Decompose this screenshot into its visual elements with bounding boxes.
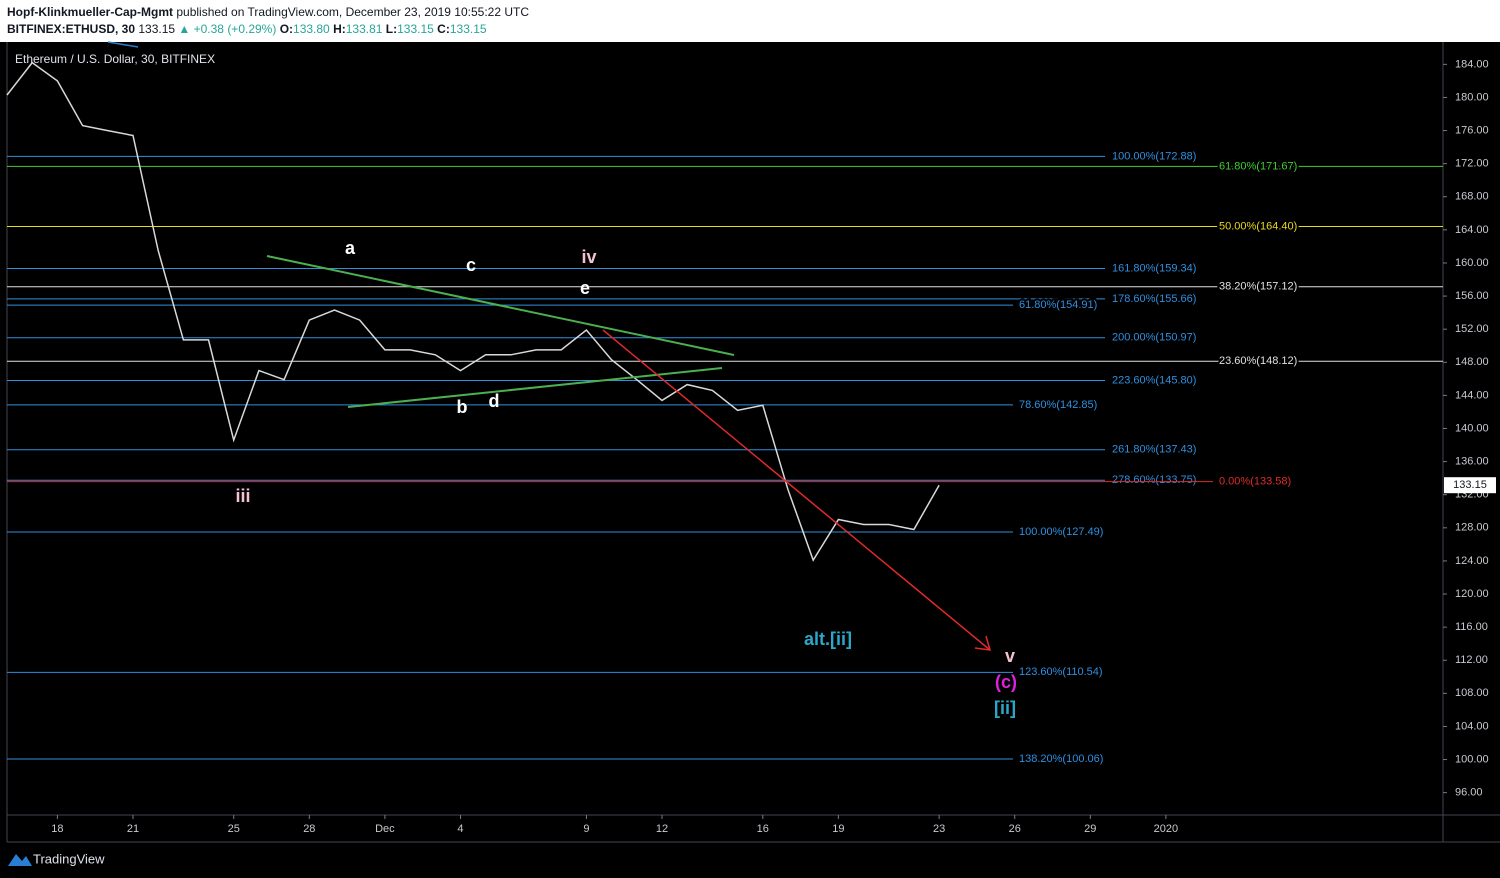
logo xyxy=(8,854,32,866)
x-tick-label: 12 xyxy=(656,823,668,835)
x-tick-label: 18 xyxy=(51,823,63,835)
close: 133.15 xyxy=(450,22,487,36)
fib-label: 223.60%(145.80) xyxy=(1112,374,1196,386)
fib-label: 38.20%(157.12) xyxy=(1219,281,1297,293)
fib-label: 178.60%(155.66) xyxy=(1112,293,1196,305)
fib-label: 78.60%(142.85) xyxy=(1019,399,1097,411)
wave-label: a xyxy=(345,238,356,258)
x-tick-label: 25 xyxy=(228,823,240,835)
x-tick-label: Dec xyxy=(375,823,395,835)
x-tick-label: 19 xyxy=(832,823,844,835)
price: 133.15 xyxy=(138,22,175,36)
wave-label: b xyxy=(457,397,468,417)
wave-label: v xyxy=(1005,646,1015,666)
y-tick-label: 116.00 xyxy=(1455,621,1488,633)
wave-label: iv xyxy=(581,247,596,267)
y-tick-label: 168.00 xyxy=(1455,191,1489,203)
x-tick-label: 2020 xyxy=(1154,823,1178,835)
fib-label: 138.20%(100.06) xyxy=(1019,753,1103,765)
y-tick-label: 184.00 xyxy=(1455,58,1489,70)
fib-label: 200.00%(150.97) xyxy=(1112,332,1196,344)
last-price-box xyxy=(1444,477,1496,494)
x-tick-label: 16 xyxy=(757,823,769,835)
trend-line-upper xyxy=(266,255,735,356)
fib-label: 0.00%(133.58) xyxy=(1219,476,1291,488)
footer-brand: TradingView xyxy=(33,851,105,866)
quote-line: BITFINEX:ETHUSD, 30 133.15 ▲ +0.38 (+0.2… xyxy=(7,22,487,36)
high-label: H: xyxy=(333,22,346,36)
y-tick-label: 156.00 xyxy=(1455,290,1489,302)
projection-arrow xyxy=(602,329,991,651)
fib-label: 100.00%(127.49) xyxy=(1019,526,1103,538)
fib-label: 61.80%(171.67) xyxy=(1219,160,1297,172)
wave-label: d xyxy=(489,391,500,411)
footer: TradingView xyxy=(8,851,105,866)
fib-label: 278.60%(133.75) xyxy=(1112,474,1196,486)
fib-label: 100.00%(172.88) xyxy=(1112,150,1196,162)
y-tick-label: 100.00 xyxy=(1455,753,1489,765)
x-tick-label: 9 xyxy=(583,823,589,835)
y-tick-label: 108.00 xyxy=(1455,687,1489,699)
wave-label: iii xyxy=(235,486,250,506)
wave-label: c xyxy=(466,255,476,275)
high: 133.81 xyxy=(346,22,383,36)
published-note: published on TradingView.com, December 2… xyxy=(176,5,529,19)
y-tick-label: 176.00 xyxy=(1455,124,1489,136)
wave-label: e xyxy=(580,278,590,298)
symbol: BITFINEX:ETHUSD, 30 xyxy=(7,22,135,36)
legend: Ethereum / U.S. Dollar, 30, BITFINEX xyxy=(15,52,215,66)
y-tick-label: 152.00 xyxy=(1455,323,1489,335)
fib-label: 123.60%(110.54) xyxy=(1019,666,1103,678)
y-tick-label: 112.00 xyxy=(1455,654,1488,666)
low: 133.15 xyxy=(397,22,434,36)
y-tick-label: 148.00 xyxy=(1455,356,1489,368)
open-label: O: xyxy=(280,22,293,36)
fib-label: 261.80%(137.43) xyxy=(1112,444,1196,456)
fib-label: 23.60%(148.12) xyxy=(1219,355,1297,367)
arrow-head xyxy=(974,635,992,651)
x-tick-label: 23 xyxy=(933,823,945,835)
y-tick-label: 180.00 xyxy=(1455,91,1489,103)
low-label: L: xyxy=(386,22,397,36)
trend-line-lower xyxy=(347,367,723,408)
wave-label: [ii] xyxy=(994,698,1016,718)
x-tick-label: 28 xyxy=(303,823,315,835)
x-tick-label: 4 xyxy=(457,823,463,835)
y-tick-label: 136.00 xyxy=(1455,456,1489,468)
y-tick-label: 160.00 xyxy=(1455,257,1489,269)
close-label: C: xyxy=(437,22,450,36)
last-price-label: 133.15 xyxy=(1453,479,1487,491)
x-tick-label: 29 xyxy=(1084,823,1096,835)
publish-line: Hopf-Klinkmueller-Cap-Mgmt published on … xyxy=(7,5,529,19)
y-tick-label: 144.00 xyxy=(1455,389,1489,401)
publisher: Hopf-Klinkmueller-Cap-Mgmt xyxy=(7,5,173,19)
x-tick-label: 26 xyxy=(1009,823,1021,835)
change: ▲ +0.38 (+0.29%) xyxy=(178,22,276,36)
y-tick-label: 172.00 xyxy=(1455,158,1489,170)
y-tick-label: 124.00 xyxy=(1455,555,1489,567)
fib-levels: 100.00%(172.88) 61.80%(171.67) 50.00%(164.… xyxy=(7,148,1443,767)
y-tick-label: 164.00 xyxy=(1455,224,1489,236)
plot xyxy=(6,61,940,562)
y-tick-label: 96.00 xyxy=(1455,787,1483,799)
y-tick-label: 140.00 xyxy=(1455,422,1489,434)
header-bg xyxy=(0,0,1500,42)
fib-label: 50.00%(164.40) xyxy=(1219,220,1297,232)
open: 133.80 xyxy=(293,22,330,36)
fib-label: 61.80%(154.91) xyxy=(1019,299,1097,311)
drawing-line xyxy=(107,41,139,48)
wave-label: (c) xyxy=(995,672,1017,692)
fib-label: 161.80%(159.34) xyxy=(1112,262,1196,274)
y-tick-label: 128.00 xyxy=(1455,522,1489,534)
wave-labels: a b c d e iii iv v (c) [ii] alt.[ii] xyxy=(235,238,1017,718)
price-line xyxy=(6,61,940,562)
x-tick-label: 21 xyxy=(127,823,139,835)
y-tick-label: 120.00 xyxy=(1455,588,1489,600)
wave-label: alt.[ii] xyxy=(804,629,852,649)
y-tick-label: 104.00 xyxy=(1455,720,1489,732)
